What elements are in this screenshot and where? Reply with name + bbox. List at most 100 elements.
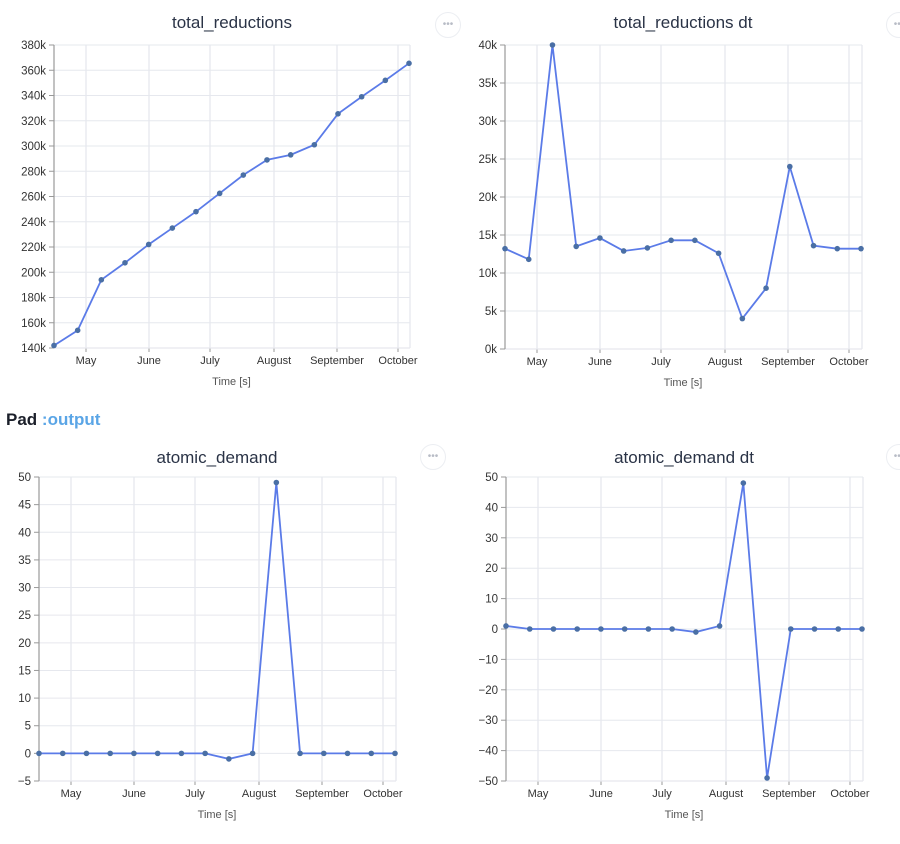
data-point[interactable] <box>715 250 722 257</box>
y-tick-label: 200k <box>21 267 46 279</box>
y-tick-label: 280k <box>21 166 46 178</box>
data-point[interactable] <box>178 750 185 757</box>
x-tick-label: September <box>761 356 815 368</box>
y-tick-label: 30k <box>478 116 497 128</box>
data-point[interactable] <box>74 327 81 334</box>
series-line[interactable] <box>504 44 861 321</box>
data-point[interactable] <box>264 157 270 163</box>
x-tick-label: August <box>257 355 291 367</box>
data-point[interactable] <box>297 750 303 757</box>
series-line[interactable] <box>505 482 862 779</box>
y-tick-label: 10 <box>485 594 498 606</box>
data-point[interactable] <box>392 750 398 757</box>
y-tick-label: 260k <box>21 192 46 204</box>
y-tick-label: 140k <box>21 343 46 355</box>
data-point[interactable] <box>526 626 533 632</box>
data-point[interactable] <box>573 243 579 250</box>
y-tick-label: 35k <box>478 78 497 90</box>
x-tick-label: May <box>527 356 548 368</box>
plot-area[interactable]: 140k 160k 180k 200k 220k 240k 260k 280k 300k 320k… <box>0 0 450 400</box>
x-tick-label: June <box>137 355 161 367</box>
data-point[interactable] <box>249 750 256 757</box>
data-point[interactable] <box>858 245 864 252</box>
data-point[interactable] <box>335 111 341 117</box>
plot-area[interactable]: −50 −40 −30 −20 −10 0 10 20 30 40 50 May June July Aug… <box>450 430 900 844</box>
data-point[interactable] <box>574 626 580 632</box>
data-point[interactable] <box>668 237 674 244</box>
chart-options-button[interactable]: ••• <box>420 444 446 470</box>
data-point[interactable] <box>620 248 627 254</box>
data-point[interactable] <box>835 626 842 632</box>
data-point[interactable] <box>131 750 137 757</box>
section-heading: Pad :output <box>6 410 100 430</box>
data-point[interactable] <box>216 190 223 197</box>
chart-options-button[interactable]: ••• <box>435 12 461 38</box>
data-point[interactable] <box>240 172 247 178</box>
y-tick-label: 320k <box>21 116 46 128</box>
data-point[interactable] <box>811 626 818 632</box>
data-point[interactable] <box>98 277 105 283</box>
x-tick-label: September <box>310 355 364 367</box>
data-point[interactable] <box>226 756 232 762</box>
x-tick-label: October <box>830 788 869 800</box>
x-tick-label: May <box>61 788 82 800</box>
data-point[interactable] <box>406 60 412 67</box>
y-tick-label: 220k <box>21 242 46 254</box>
data-point[interactable] <box>525 256 532 263</box>
data-point[interactable] <box>321 750 327 757</box>
series-line[interactable] <box>53 62 410 347</box>
data-point[interactable] <box>693 629 699 635</box>
data-point[interactable] <box>788 626 794 632</box>
data-point[interactable] <box>382 77 389 84</box>
data-point[interactable] <box>549 42 556 48</box>
data-point[interactable] <box>107 750 113 757</box>
chart-title: atomic_demand dt <box>614 448 754 467</box>
data-point[interactable] <box>764 775 770 781</box>
data-point[interactable] <box>834 245 841 252</box>
data-point[interactable] <box>193 208 199 215</box>
data-point[interactable] <box>716 623 723 629</box>
y-tick-label: 160k <box>21 318 46 330</box>
y-tick-label: 25k <box>478 154 497 166</box>
data-point[interactable] <box>739 315 746 322</box>
data-point[interactable] <box>503 623 509 629</box>
y-tick-label: 45 <box>18 500 31 512</box>
data-point[interactable] <box>358 93 365 100</box>
data-point[interactable] <box>645 626 652 632</box>
data-point[interactable] <box>669 626 675 632</box>
data-point[interactable] <box>859 626 865 632</box>
data-point[interactable] <box>202 750 208 757</box>
x-tick-label: June <box>122 788 146 800</box>
data-point[interactable] <box>810 242 817 249</box>
x-axis-title: Time [s] <box>198 809 237 821</box>
data-point[interactable] <box>169 225 176 231</box>
data-point[interactable] <box>344 750 351 757</box>
data-point[interactable] <box>787 163 793 170</box>
data-point[interactable] <box>145 241 152 248</box>
data-point[interactable] <box>763 285 769 292</box>
plot-area[interactable]: 0k 5k 10k 15k 20k 25k 30k 35k 40k May June July Augu… <box>450 0 900 400</box>
data-point[interactable] <box>598 626 604 632</box>
data-point[interactable] <box>621 626 628 632</box>
plot-area[interactable]: −5 0 5 10 15 20 25 30 35 40 45 50 May June July August S… <box>0 430 450 844</box>
data-point[interactable] <box>311 141 318 148</box>
data-point[interactable] <box>502 245 508 252</box>
data-point[interactable] <box>368 750 375 757</box>
data-point[interactable] <box>597 235 603 241</box>
data-point[interactable] <box>51 342 57 349</box>
series-line[interactable] <box>39 482 395 760</box>
ellipsis-icon: ••• <box>442 19 454 30</box>
data-point[interactable] <box>59 750 66 757</box>
data-point[interactable] <box>83 750 90 757</box>
data-point[interactable] <box>740 480 747 486</box>
y-tick-label: 10k <box>478 268 497 280</box>
data-point[interactable] <box>287 152 294 158</box>
data-point[interactable] <box>154 750 161 757</box>
data-point[interactable] <box>36 750 42 757</box>
data-point[interactable] <box>122 259 128 266</box>
data-point[interactable] <box>273 479 280 486</box>
data-point[interactable] <box>550 626 557 632</box>
data-point[interactable] <box>644 245 651 251</box>
x-tick-label: July <box>200 355 220 367</box>
data-point[interactable] <box>692 237 698 244</box>
